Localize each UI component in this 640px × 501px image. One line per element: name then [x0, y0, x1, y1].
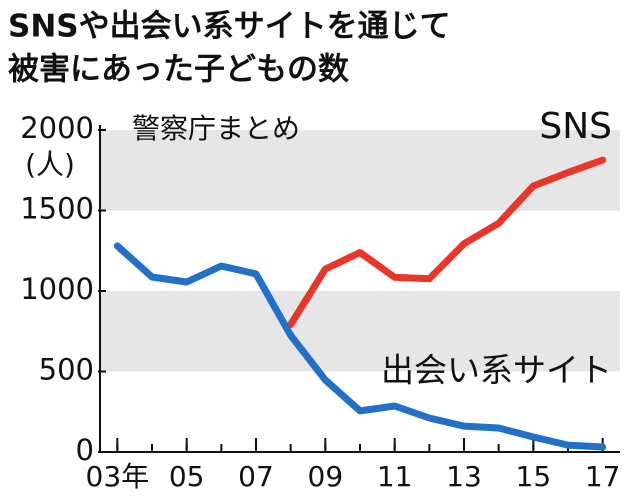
x-tick-label: 09 — [308, 460, 344, 493]
chart-subtitle: 警察庁まとめ — [132, 112, 300, 145]
x-tick-label: 15 — [516, 460, 552, 493]
y-tick-label: 500 — [39, 353, 94, 387]
y-tick-label: 1500 — [20, 192, 94, 226]
legend-label: SNS — [539, 106, 612, 147]
grid-band — [100, 291, 620, 372]
y-tick-label: 0 — [76, 433, 94, 467]
y-tick-label: 2000 — [20, 111, 94, 145]
chart-title: SNSや出会い系サイトを通じて — [8, 9, 451, 45]
grid-band — [100, 130, 620, 211]
legend-label: 出会い系サイト — [381, 351, 612, 390]
x-tick-label: 05 — [169, 460, 205, 493]
x-tick-label: 11 — [377, 460, 413, 493]
chart-title: 被害にあった子どもの数 — [8, 52, 349, 88]
y-axis-label: (人) — [25, 148, 75, 181]
y-tick-label: 1000 — [20, 272, 94, 306]
x-tick-label: 07 — [238, 460, 274, 493]
line-series — [287, 156, 607, 328]
x-tick-label: 17 — [585, 460, 621, 493]
x-tick-label: 03年 — [86, 460, 150, 493]
x-tick-label: 13 — [446, 460, 482, 493]
plot-area — [98, 125, 620, 453]
line-series — [113, 242, 607, 451]
